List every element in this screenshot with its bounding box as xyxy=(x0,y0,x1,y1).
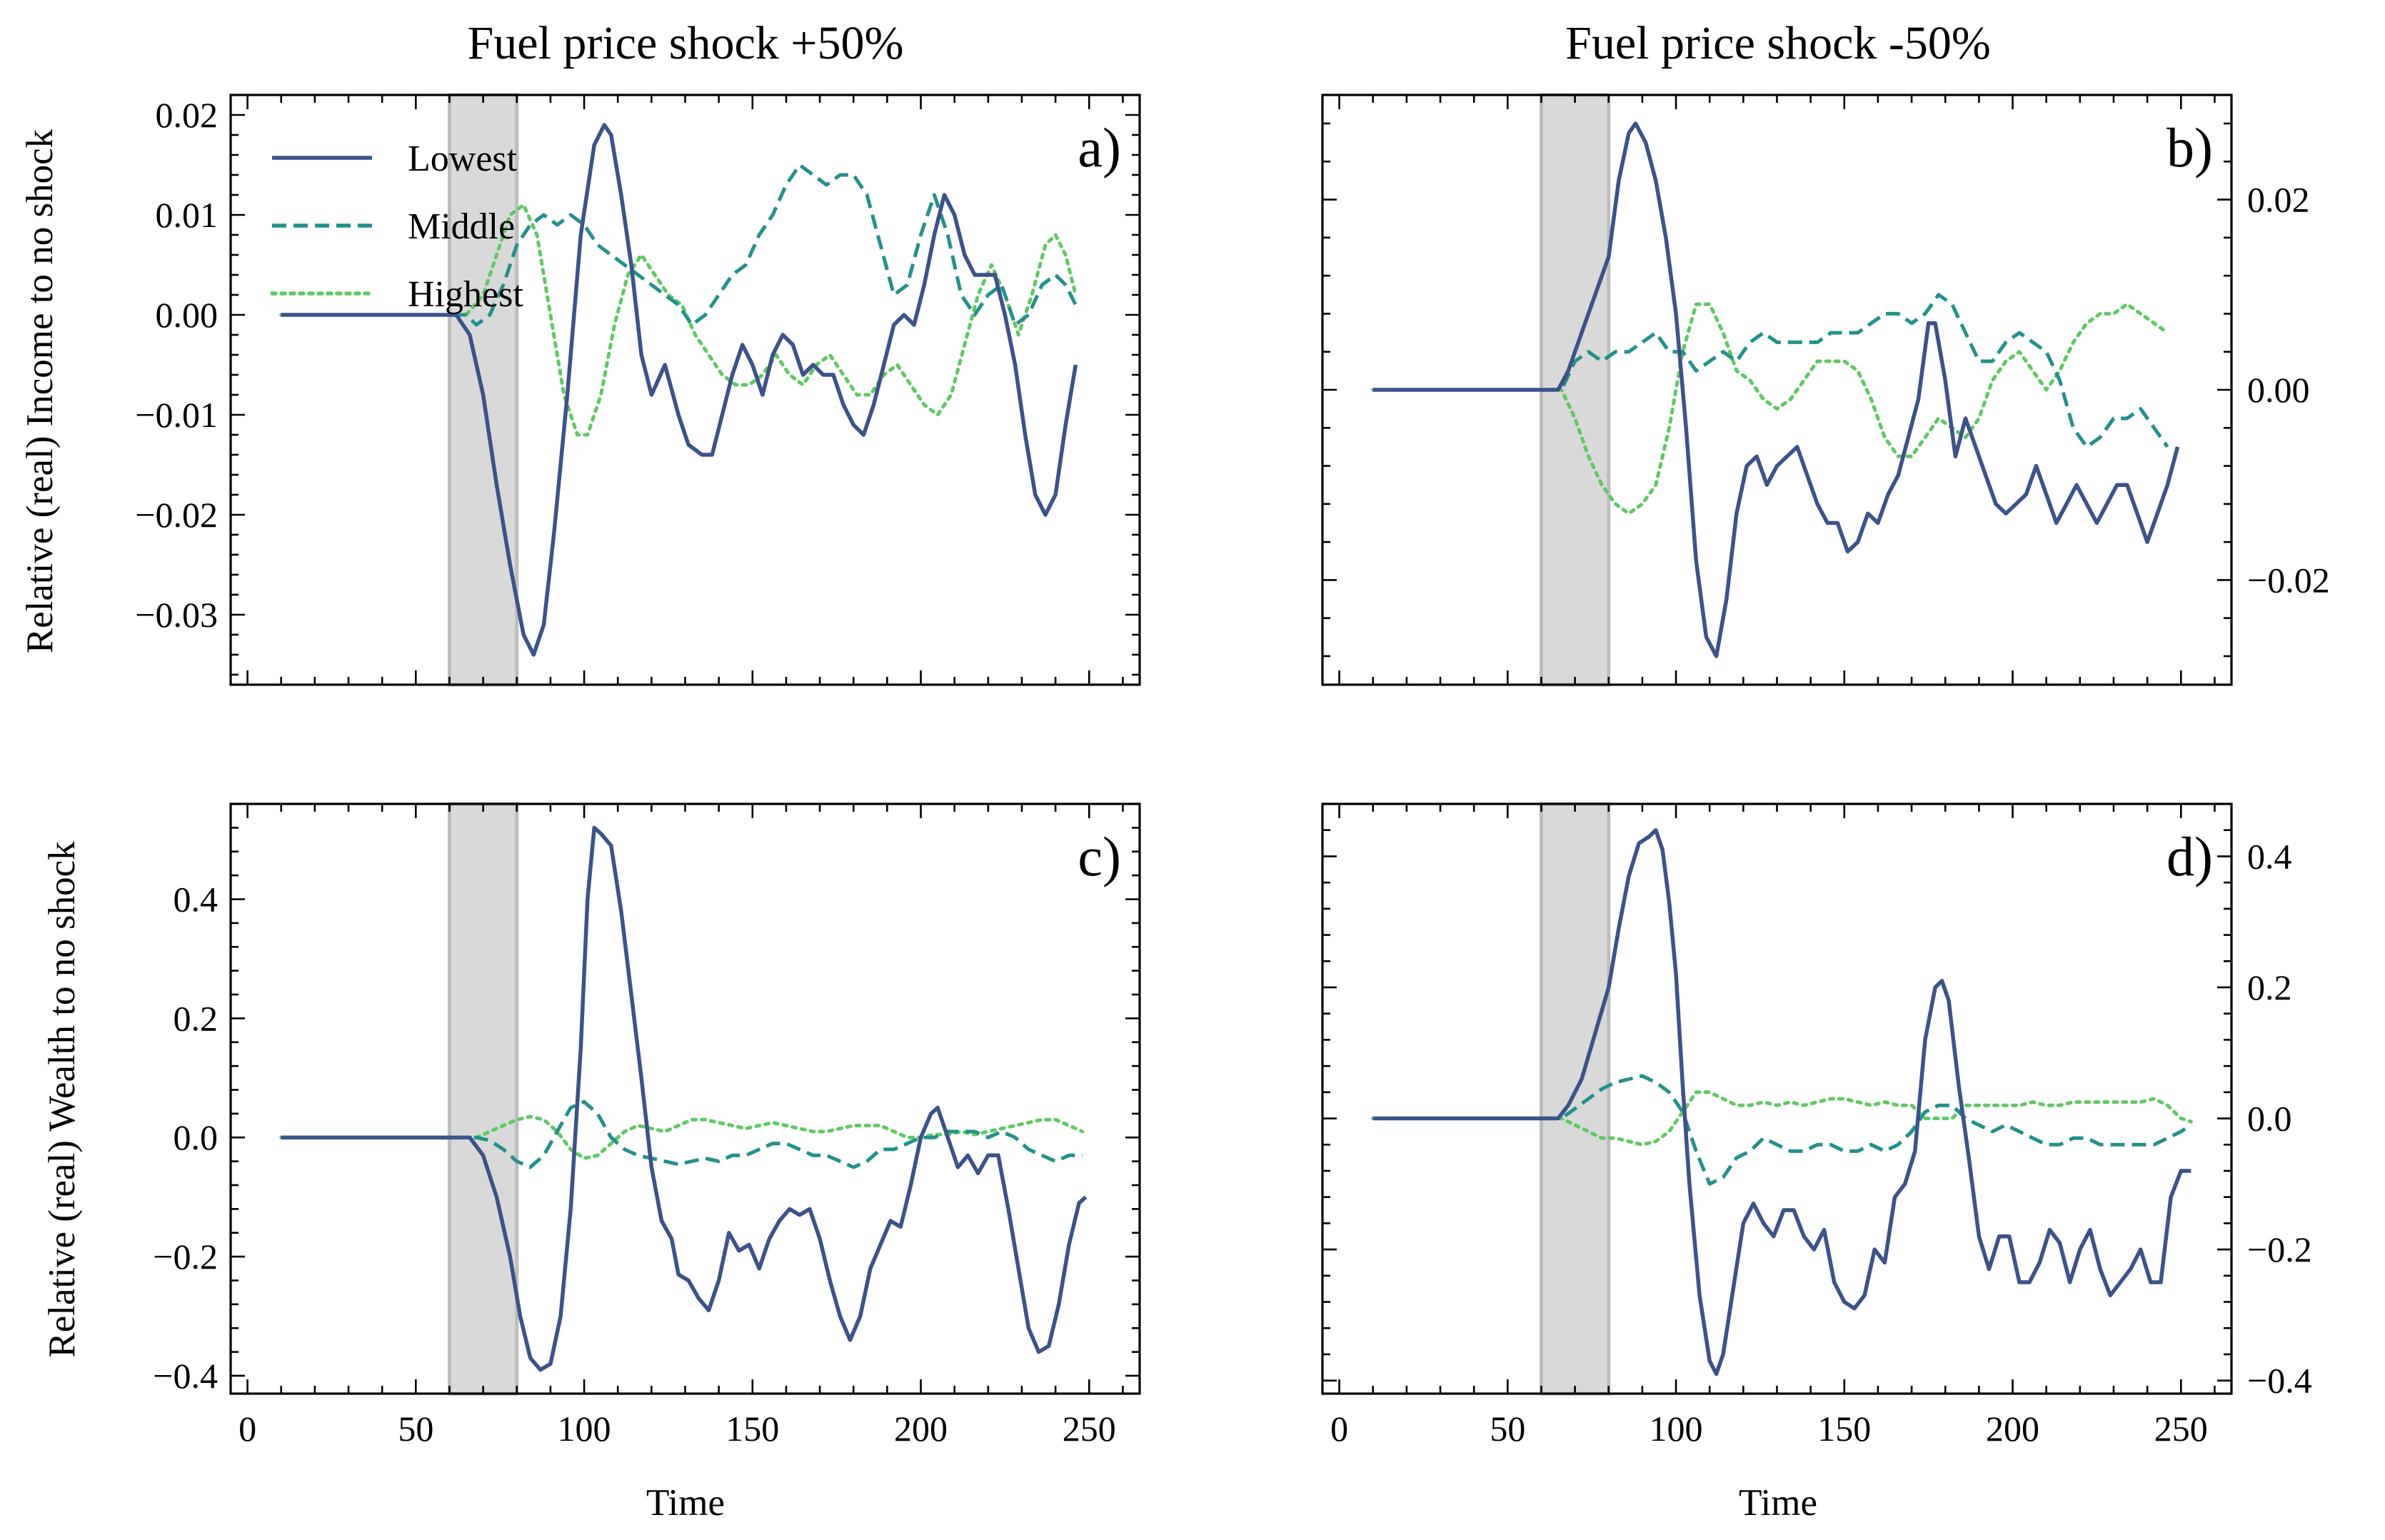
x-tick-label: 50 xyxy=(1490,1409,1525,1449)
y-tick-label: −0.4 xyxy=(2247,1361,2312,1401)
y-tick-label: −0.02 xyxy=(2247,560,2330,600)
y-tick-label: 0.4 xyxy=(2247,836,2292,876)
y-tick-label: 0.4 xyxy=(174,879,219,919)
xlabel-right: Time xyxy=(1739,1482,1817,1524)
panel-label: b) xyxy=(2166,116,2213,178)
series-line-middle xyxy=(281,1099,1083,1169)
series-line-lowest xyxy=(281,123,1078,657)
series-group xyxy=(279,825,1088,1372)
y-tick-label: −0.2 xyxy=(153,1237,218,1277)
series-group xyxy=(1371,121,2180,658)
series-line-lowest xyxy=(1372,121,2180,658)
panel-c: 0 50 100 150 200 250 0.4 0.2 0.0 −0.2 −0.4 c) xyxy=(153,802,1141,1449)
y-tick-label: 0.00 xyxy=(156,295,219,335)
y-tick-label: −0.2 xyxy=(2247,1229,2312,1269)
panel-a: 0.02 0.01 0.00 −0.01 −0.02 −0.03 a) Lowest Middl… xyxy=(135,93,1141,687)
axes-frame xyxy=(229,94,1141,686)
y-tick-label: 0.01 xyxy=(156,195,219,235)
x-tick-label: 100 xyxy=(1650,1409,1703,1449)
x-tick-label: 150 xyxy=(1817,1409,1871,1449)
plots: 0.020.010.00−0.01−0.02−0.03a)LowestMiddl… xyxy=(135,93,2330,1449)
title-right: Fuel price shock -50% xyxy=(1565,17,1991,69)
x-tick-label: 250 xyxy=(1063,1409,1116,1449)
y-tick-label: 0.0 xyxy=(2247,1099,2292,1139)
y-tick-label: 0.0 xyxy=(174,1117,219,1157)
xlabel-left: Time xyxy=(646,1482,725,1524)
x-tick-label: 200 xyxy=(894,1409,948,1449)
series-line-highest xyxy=(1371,302,2169,515)
panel-b: 0.02 0.00 −0.02 b) xyxy=(1321,93,2330,687)
ylabel-income: Relative (real) Income to no shock xyxy=(19,129,61,653)
panel-label: d) xyxy=(2166,825,2213,887)
y-tick-label: −0.01 xyxy=(135,395,218,435)
y-tick-label: 0.2 xyxy=(2247,967,2292,1007)
y-tick-label: −0.03 xyxy=(135,595,218,635)
axes-frame xyxy=(229,802,1141,1395)
x-tick-label: 0 xyxy=(239,1409,256,1449)
x-tick-label: 250 xyxy=(2154,1409,2208,1449)
series-group xyxy=(279,123,1078,657)
y-tick-label: −0.4 xyxy=(153,1356,218,1396)
x-tick-label: 0 xyxy=(1330,1409,1348,1449)
y-tick-label: −0.02 xyxy=(135,495,218,535)
x-tick-label: 150 xyxy=(725,1409,779,1449)
series-line-middle xyxy=(281,163,1078,327)
series-line-middle xyxy=(1372,1074,2192,1186)
x-tick-label: 100 xyxy=(558,1409,611,1449)
series-line-highest xyxy=(279,203,1078,437)
y-tick-label: 0.2 xyxy=(174,998,219,1038)
series-line-highest xyxy=(1371,1090,2193,1147)
series-line-highest xyxy=(279,1114,1085,1160)
x-tick-label: 200 xyxy=(1986,1409,2039,1449)
title-left: Fuel price shock +50% xyxy=(468,17,904,69)
panel-label: a) xyxy=(1078,116,1121,178)
series-line-lowest xyxy=(281,825,1088,1372)
series-line-middle xyxy=(1372,293,2169,449)
legend-label-highest: Highest xyxy=(408,274,523,315)
legend-label-middle: Middle xyxy=(408,206,515,247)
legend-label-lowest: Lowest xyxy=(408,139,518,179)
x-tick-label: 50 xyxy=(398,1409,433,1449)
y-tick-label: 0.02 xyxy=(2247,180,2310,220)
legend: Lowest Middle Highest xyxy=(270,139,523,315)
series-line-lowest xyxy=(1372,827,2191,1377)
shock-period-shade xyxy=(1539,802,1611,1396)
y-tick-label: 0.00 xyxy=(2247,370,2310,410)
ylabel-wealth: Relative (real) Wealth to no shock xyxy=(41,841,83,1358)
series-group xyxy=(1371,827,2193,1377)
y-tick-label: 0.02 xyxy=(156,95,219,135)
panel-d: 0 50 100 150 200 250 0.4 0.2 0.0 −0.2 −0.4 d) xyxy=(1321,802,2312,1449)
shock-period-shade xyxy=(447,802,519,1396)
axes-frame xyxy=(1321,802,2233,1395)
panel-label: c) xyxy=(1078,825,1121,887)
